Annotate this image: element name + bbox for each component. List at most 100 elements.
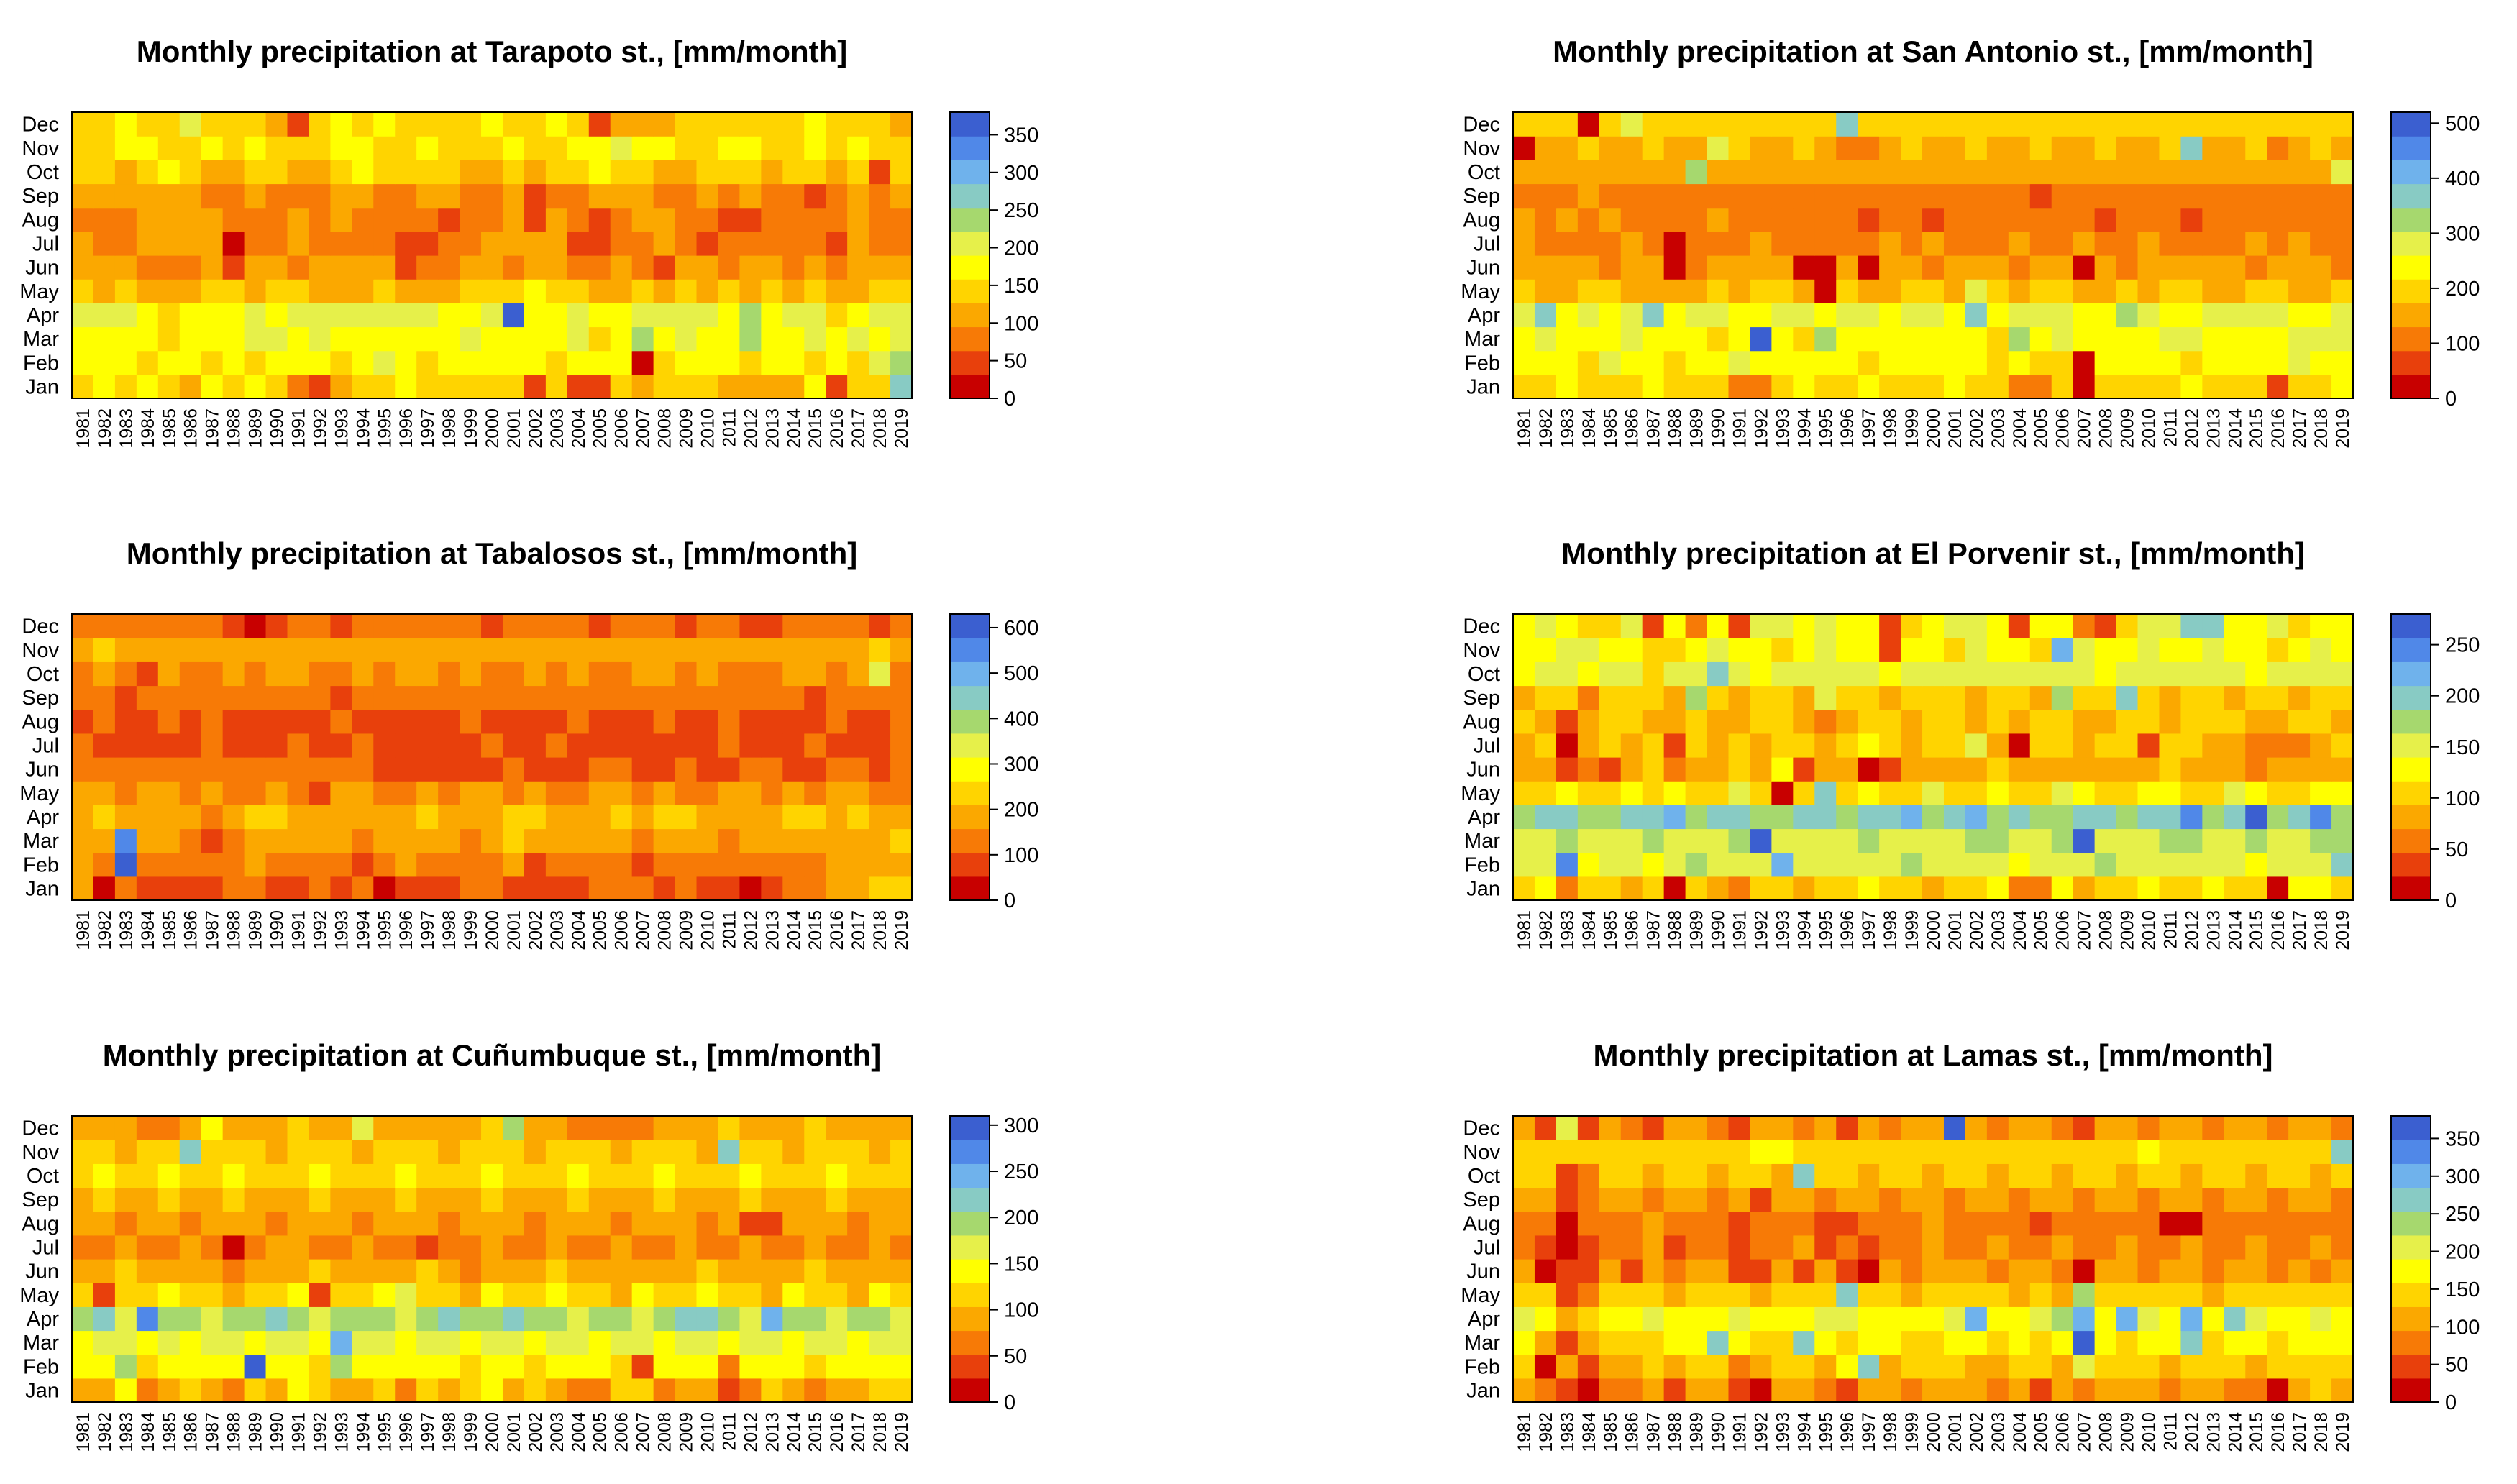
heatmap-cell bbox=[826, 852, 848, 877]
heatmap-cell bbox=[739, 1259, 762, 1283]
month-tick-label: Aug bbox=[1463, 1212, 1500, 1235]
heatmap-cell bbox=[201, 350, 224, 375]
heatmap-cell bbox=[761, 1330, 783, 1355]
heatmap-cell bbox=[2094, 828, 2117, 853]
heatmap-cell bbox=[1879, 781, 1901, 805]
heatmap-cell bbox=[1513, 852, 1535, 877]
heatmap-cell bbox=[1943, 1259, 1966, 1283]
heatmap-cell bbox=[588, 638, 611, 662]
heatmap-cell bbox=[222, 733, 245, 758]
heatmap-cell bbox=[2245, 160, 2267, 185]
heatmap-cell bbox=[1901, 709, 1923, 734]
heatmap-cell bbox=[2180, 374, 2203, 399]
heatmap-cell bbox=[847, 1163, 869, 1188]
heatmap-cell bbox=[2116, 1354, 2139, 1379]
heatmap-cell bbox=[631, 1330, 654, 1355]
heatmap-cell bbox=[890, 1235, 913, 1260]
heatmap-cell bbox=[352, 183, 374, 209]
heatmap-cell bbox=[2180, 852, 2203, 877]
heatmap-cell bbox=[1793, 231, 1815, 256]
heatmap-cell bbox=[1943, 828, 1966, 853]
heatmap-cell bbox=[567, 1306, 590, 1332]
heatmap-cell bbox=[1879, 1330, 1901, 1355]
heatmap-cell bbox=[136, 207, 159, 232]
heatmap-cell bbox=[1556, 685, 1579, 710]
colorbar-tick-label: 250 bbox=[1004, 1160, 1038, 1183]
heatmap-cell bbox=[1943, 1330, 1966, 1355]
heatmap-cell bbox=[545, 160, 568, 185]
heatmap-cell bbox=[460, 136, 482, 160]
month-tick-label: Feb bbox=[1464, 853, 1500, 876]
heatmap-cell bbox=[739, 876, 762, 901]
heatmap-cell bbox=[309, 160, 331, 185]
heatmap-cell bbox=[567, 876, 590, 901]
heatmap-cell bbox=[136, 614, 159, 638]
heatmap-cell bbox=[782, 279, 805, 303]
heatmap-cell bbox=[2202, 160, 2224, 185]
year-tick-label: 1987 bbox=[1644, 910, 1664, 951]
heatmap-cell bbox=[1620, 255, 1643, 280]
heatmap-cell bbox=[1943, 1140, 1966, 1164]
heatmap-cell bbox=[1965, 1235, 1988, 1260]
heatmap-cell bbox=[869, 757, 891, 782]
heatmap-cell bbox=[201, 852, 224, 877]
heatmap-cell bbox=[1858, 1235, 1880, 1260]
heatmap-cell bbox=[2051, 709, 2074, 734]
heatmap-cell bbox=[1771, 1330, 1794, 1355]
heatmap-cell bbox=[157, 661, 181, 687]
heatmap-cell bbox=[179, 1163, 202, 1188]
heatmap-cell bbox=[718, 136, 741, 160]
heatmap-cell bbox=[287, 638, 310, 662]
heatmap-cell bbox=[2159, 160, 2182, 185]
year-tick-label: 1984 bbox=[1579, 1412, 1599, 1452]
heatmap-cell bbox=[1707, 1211, 1730, 1236]
heatmap-cell bbox=[1879, 1116, 1901, 1140]
heatmap-cell bbox=[93, 781, 116, 805]
heatmap-cell bbox=[373, 374, 396, 399]
heatmap-cell bbox=[1685, 326, 1708, 352]
heatmap-cell bbox=[1707, 781, 1730, 805]
heatmap-cell bbox=[1513, 136, 1535, 160]
heatmap-cell bbox=[1858, 279, 1880, 303]
heatmap-cell bbox=[675, 207, 698, 232]
heatmap-cell bbox=[675, 1163, 698, 1188]
heatmap-cell bbox=[395, 326, 417, 352]
heatmap-cell bbox=[1534, 136, 1557, 160]
heatmap-cell bbox=[653, 207, 676, 232]
heatmap-cell bbox=[309, 757, 331, 782]
heatmap-cell bbox=[1599, 1163, 1622, 1188]
heatmap-cell bbox=[2008, 231, 2031, 256]
heatmap-cell bbox=[1750, 1187, 1772, 1212]
heatmap-cell bbox=[2094, 183, 2117, 209]
heatmap-cell bbox=[287, 1330, 310, 1355]
heatmap-cell bbox=[782, 1163, 805, 1188]
heatmap-cell bbox=[826, 757, 848, 782]
heatmap-cell bbox=[1771, 1283, 1794, 1307]
year-tick-label: 1981 bbox=[1515, 910, 1535, 951]
heatmap-cell bbox=[373, 757, 396, 782]
year-tick-label: 2006 bbox=[2053, 408, 2073, 449]
heatmap-cell bbox=[201, 685, 224, 710]
heatmap-cell bbox=[114, 614, 137, 638]
heatmap-cell bbox=[653, 852, 676, 877]
heatmap-cell bbox=[804, 805, 826, 830]
year-tick-label: 1992 bbox=[1751, 408, 1771, 449]
heatmap-cell bbox=[114, 279, 137, 303]
heatmap-cell bbox=[1814, 757, 1837, 782]
heatmap-cell bbox=[2288, 1378, 2311, 1403]
heatmap-cell bbox=[1793, 1330, 1815, 1355]
heatmap-cell bbox=[287, 1235, 310, 1260]
heatmap-cell bbox=[890, 303, 913, 328]
month-tick-label: Jan bbox=[25, 1379, 59, 1402]
heatmap-cell bbox=[481, 1330, 503, 1355]
heatmap-cell bbox=[696, 1283, 719, 1307]
heatmap-cell bbox=[2310, 757, 2332, 782]
heatmap-cell bbox=[2094, 112, 2117, 137]
heatmap-cell bbox=[1663, 160, 1686, 185]
heatmap-cell bbox=[114, 781, 137, 805]
heatmap-cell bbox=[1599, 374, 1622, 399]
year-tick-label: 2006 bbox=[612, 910, 632, 951]
heatmap-cell bbox=[481, 255, 503, 280]
month-tick-label: Dec bbox=[1463, 114, 1500, 137]
heatmap-cell bbox=[2159, 685, 2182, 710]
